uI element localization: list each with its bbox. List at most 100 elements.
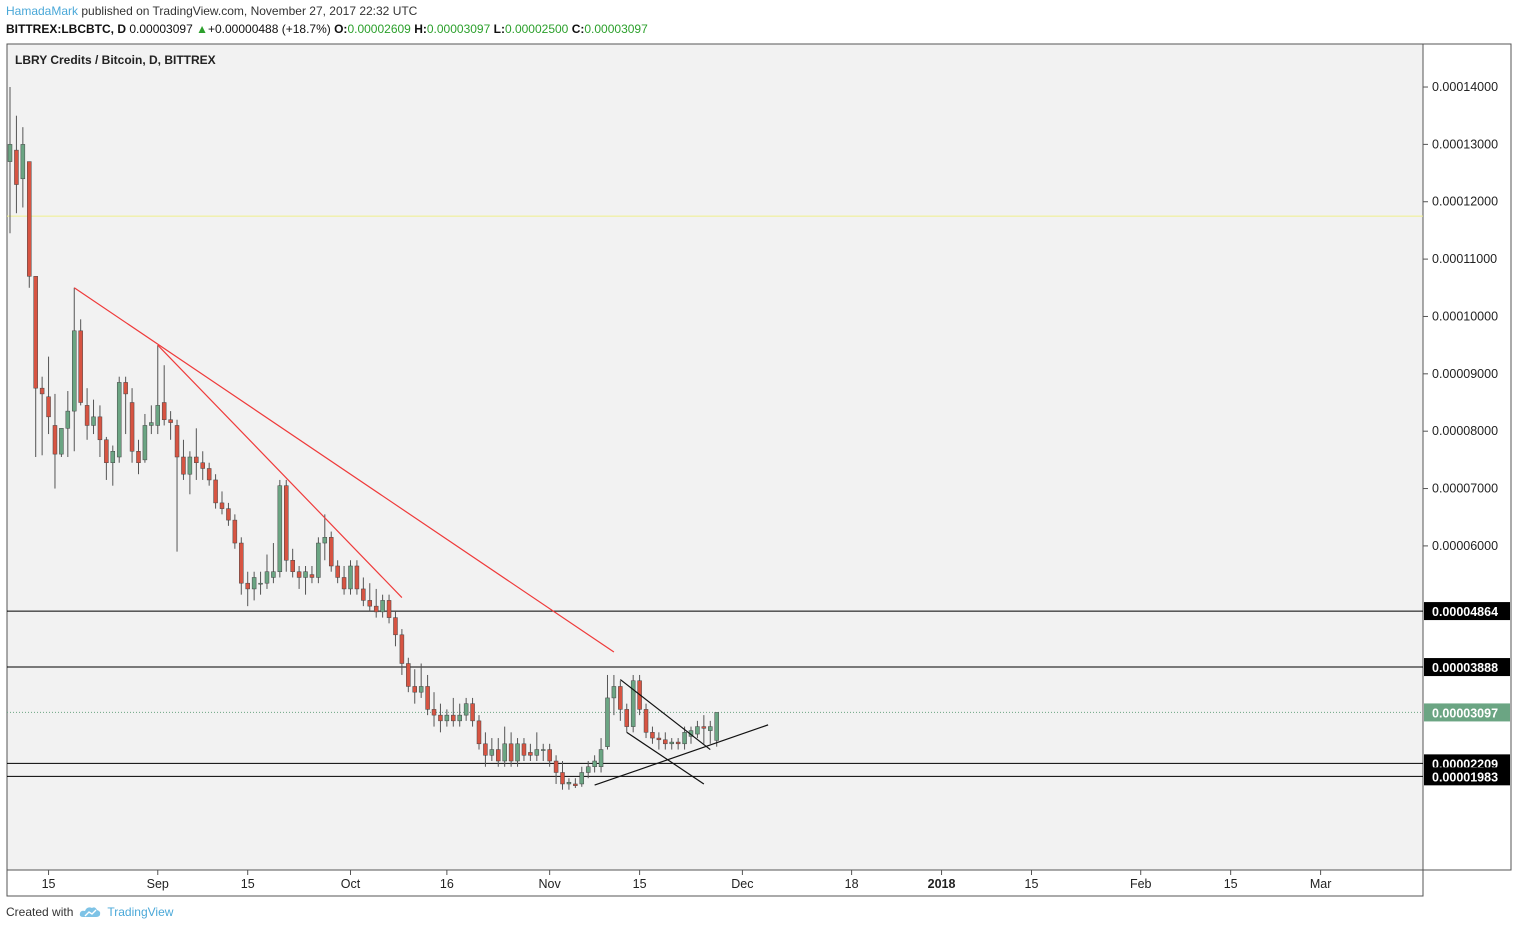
candle-body	[7, 144, 13, 162]
x-tick-label: 15	[42, 877, 56, 891]
brand-label: TradingView	[107, 905, 174, 919]
candle-body	[470, 703, 475, 722]
candle-body	[598, 749, 604, 768]
candle-body	[714, 712, 719, 741]
candle-body	[650, 732, 655, 739]
candle-body	[412, 686, 417, 693]
candle-body	[483, 743, 488, 756]
candlestick-series	[7, 87, 719, 790]
x-tick-label: Dec	[731, 877, 753, 891]
candle-body	[245, 582, 250, 590]
x-tick-label: 15	[1224, 877, 1238, 891]
candle-body	[123, 382, 128, 395]
change-value: +0.00000488 (+18.7%)	[207, 22, 331, 36]
trendline	[594, 724, 769, 786]
candle-body	[675, 741, 681, 745]
candle-body	[605, 697, 610, 747]
candle-body	[46, 396, 51, 418]
candle-body	[438, 714, 443, 722]
low-label: L:	[493, 22, 505, 36]
candle-body	[72, 330, 77, 412]
candle-body	[611, 686, 617, 699]
candle-body	[630, 680, 636, 727]
candle-body	[361, 588, 366, 601]
price-axis[interactable]	[1422, 43, 1512, 871]
candle-body	[585, 766, 591, 773]
trendline	[626, 731, 705, 785]
level-price-label: 0.00004864	[1432, 605, 1498, 619]
candle-body	[566, 781, 572, 785]
publish-header: HamadaMark published on TradingView.com,…	[6, 4, 417, 18]
candle-body	[136, 451, 141, 463]
candle-body	[187, 456, 193, 475]
candle-body	[624, 709, 629, 727]
y-tick-label: 0.00011000	[1432, 252, 1497, 266]
last-price-label: 0.00003097	[1432, 706, 1498, 720]
candle-body	[418, 686, 424, 693]
candle-body	[33, 276, 38, 389]
candle-body	[425, 686, 430, 710]
candle-body	[277, 485, 283, 572]
candle-body	[386, 600, 392, 618]
candle-body	[508, 743, 514, 762]
candle-body	[528, 752, 533, 756]
x-axis-ticks: 15 Sep 15 Oct 16 Nov 15 Dec 18 2018 15 Feb 15 Mar	[42, 870, 1332, 891]
y-tick-label: 0.00006000	[1432, 539, 1498, 553]
price-labels: 0.000048640.000038880.000022090.00001983…	[1424, 602, 1510, 786]
x-tick-label: 15	[1025, 877, 1039, 891]
x-tick-label: Oct	[341, 877, 361, 891]
candle-body	[232, 519, 238, 544]
close-label: C:	[571, 22, 585, 36]
y-tick-label: 0.00009000	[1432, 367, 1498, 381]
x-tick-label: 15	[241, 877, 255, 891]
candle-body	[643, 709, 649, 733]
y-tick-label: 0.00014000	[1432, 80, 1498, 94]
candle-body	[316, 542, 321, 578]
candle-body	[457, 714, 462, 722]
trendline	[73, 287, 615, 653]
candle-body	[592, 760, 597, 768]
y-axis-ticks: 0.00014000 0.00013000 0.00012000 0.00011000…	[1423, 80, 1498, 553]
candle-body	[27, 161, 32, 277]
time-axis[interactable]	[6, 869, 1424, 897]
candle-body	[181, 456, 186, 475]
candle-body	[226, 508, 231, 521]
low-value: 0.00002500	[504, 22, 569, 36]
x-tick-label: Mar	[1310, 877, 1332, 891]
candle-body	[251, 577, 257, 590]
up-arrow-icon: ▲	[196, 22, 208, 36]
candle-body	[695, 726, 700, 735]
candle-body	[540, 749, 546, 751]
candle-body	[618, 686, 623, 710]
candle-body	[669, 741, 674, 745]
candle-body	[206, 468, 212, 481]
x-tick-label: 16	[440, 877, 454, 891]
candle-body	[444, 714, 450, 722]
candle-body	[553, 760, 559, 773]
level-price-label: 0.00001983	[1432, 770, 1498, 784]
tradingview-link[interactable]: TradingView	[79, 905, 173, 919]
candle-body	[116, 382, 122, 458]
level-price-box	[1424, 602, 1510, 621]
x-tick-label: 2018	[928, 877, 956, 891]
candle-body	[322, 537, 328, 544]
publish-info: published on TradingView.com, November 2…	[81, 4, 418, 18]
candle-body	[573, 783, 578, 786]
x-tick-label: Feb	[1130, 877, 1152, 891]
plot-area[interactable]	[6, 43, 1424, 871]
candle-body	[142, 425, 148, 461]
y-tick-label: 0.00008000	[1432, 424, 1498, 438]
candle-body	[354, 565, 360, 590]
y-tick-label: 0.00010000	[1432, 309, 1498, 323]
candle-body	[91, 416, 96, 426]
ohlc-bar: BITTREX:LBCBTC, D 0.00003097 ▲+0.0000048…	[6, 22, 648, 36]
candle-body	[284, 485, 289, 561]
last-price-box	[1424, 703, 1510, 722]
x-tick-label: 15	[633, 877, 647, 891]
last-value: 0.00003097	[129, 22, 193, 36]
candle-body	[97, 416, 103, 441]
author-link[interactable]: HamadaMark	[6, 4, 79, 18]
candle-body	[463, 703, 469, 716]
candle-body	[168, 419, 173, 423]
